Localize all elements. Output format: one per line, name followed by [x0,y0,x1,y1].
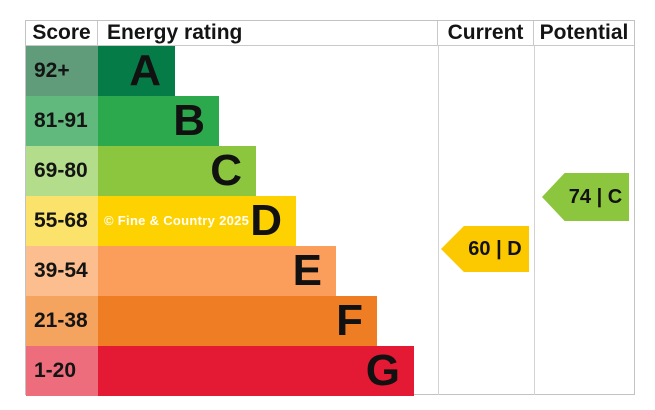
epc-table: Score Energy rating Current Potential 92… [25,20,635,396]
bands-area: 92+ A 81-91 B 69-80 C 55-68 © Fine & Cou… [26,46,634,396]
header-current: Current [438,21,534,45]
band-bar-c: C [98,146,256,196]
score-range-g: 1-20 [26,346,98,396]
band-row-b: 81-91 B [26,96,634,146]
band-row-e: 39-54 E [26,246,634,296]
score-range-a: 92+ [26,46,98,96]
band-row-c: 69-80 C [26,146,634,196]
band-letter-d: D [250,196,282,245]
score-range-d: 55-68 [26,196,98,246]
header-potential: Potential [539,21,629,44]
band-row-f: 21-38 F [26,296,634,346]
potential-column-divider [534,46,535,395]
copyright-watermark: © Fine & Country 2025 [104,213,250,228]
band-row-a: 92+ A [26,46,634,96]
current-column-divider [438,46,439,395]
band-row-g: 1-20 G [26,346,634,396]
score-range-f: 21-38 [26,296,98,346]
band-bar-a: A [98,46,175,96]
band-row-d: 55-68 © Fine & Country 2025 D [26,196,634,246]
header-score: Score [26,21,98,45]
score-range-b: 81-91 [26,96,98,146]
band-bar-f: F [98,296,377,346]
score-range-c: 69-80 [26,146,98,196]
band-bar-e: E [98,246,336,296]
header-energy-rating: Energy rating [98,21,438,45]
table-header-row: Score Energy rating Current Potential [26,21,634,46]
band-bar-d: © Fine & Country 2025 D [98,196,296,246]
band-bar-b: B [98,96,219,146]
score-range-e: 39-54 [26,246,98,296]
band-bar-g: G [98,346,414,396]
